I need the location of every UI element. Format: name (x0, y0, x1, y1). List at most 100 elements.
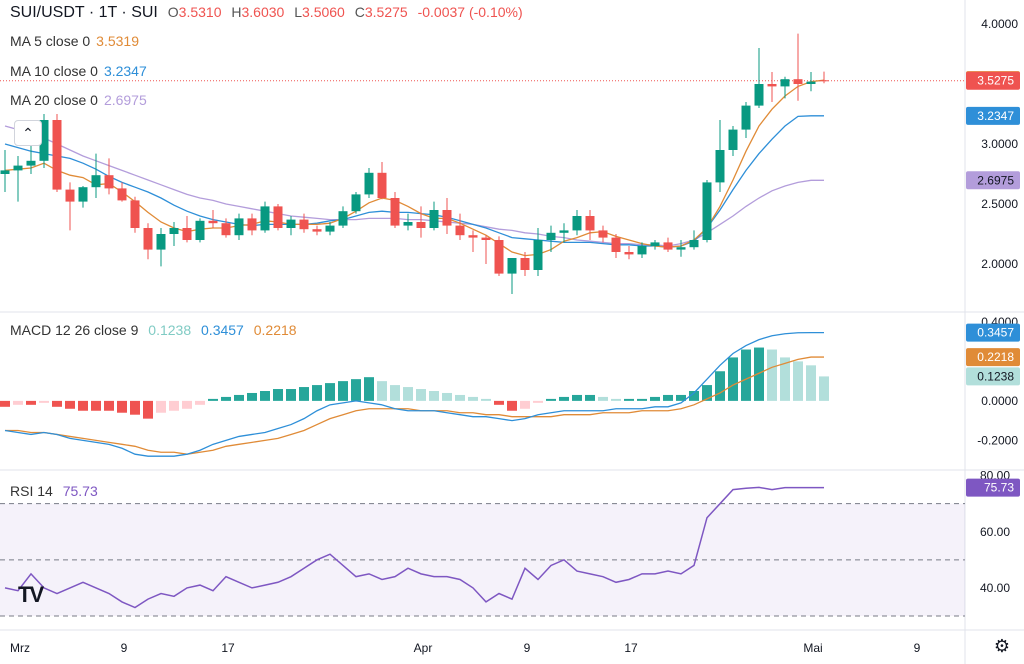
candle-down (481, 235, 491, 264)
candle-down (117, 182, 127, 202)
gear-icon[interactable]: ⚙ (993, 636, 1010, 656)
macd-histogram-bar (572, 394, 582, 401)
ma10-legend[interactable]: MA 10 close 0 3.2347 (10, 63, 153, 79)
macd-histogram-bar (702, 385, 712, 401)
candle-body (676, 247, 686, 250)
candle-body (130, 200, 140, 228)
rsi-tag: 75.73 (984, 481, 1014, 495)
candle-down (442, 198, 452, 234)
candle-up (338, 206, 348, 228)
macd-histogram-bar (494, 400, 504, 405)
candle-body (663, 242, 673, 250)
candle-up (13, 156, 23, 202)
candle-down (182, 216, 192, 243)
macd-histogram-bar (286, 389, 296, 401)
candle-up (559, 223, 569, 243)
macd-histogram-bar (598, 396, 608, 401)
macd-tag: 0.2218 (977, 350, 1014, 364)
candle-down (598, 225, 608, 243)
rsi-legend-label: RSI 14 (10, 483, 53, 499)
macd-histogram-bar (442, 392, 452, 401)
low-value: 3.5060 (302, 4, 345, 20)
candle-body (754, 84, 764, 106)
candle-body (247, 218, 257, 231)
macd-histogram-bar (728, 357, 738, 401)
rsi-legend[interactable]: RSI 14 75.73 (10, 483, 104, 499)
tradingview-logo[interactable]: TV (18, 582, 44, 607)
candle-up (533, 228, 543, 276)
macd-histogram-bar (351, 379, 361, 401)
time-tick-label: 9 (524, 641, 531, 655)
macd-histogram-bar (299, 387, 309, 401)
candle-body (286, 219, 296, 228)
candle-body (143, 228, 153, 250)
macd-histogram-bar (156, 400, 166, 413)
candle-body (52, 120, 62, 190)
candle-body (507, 258, 517, 274)
macd-histogram-bar (429, 391, 439, 401)
ma5-legend-value: 3.5319 (96, 33, 139, 49)
ma10-line (4, 115, 824, 248)
candle-body (234, 218, 244, 236)
macd-histogram-bar (637, 398, 647, 401)
candle-up (741, 102, 751, 138)
ma20-legend-label: MA 20 close 0 (10, 92, 98, 108)
time-axis[interactable]: Mrz 9 17 Apr 9 17 Mai 9 (10, 641, 921, 655)
candle-down (624, 246, 634, 260)
candle-body (559, 230, 569, 233)
candle-body (273, 206, 283, 228)
time-tick-label: Mrz (10, 641, 30, 655)
symbol-legend: SUI/USDT · 1T · SUI O3.5310 H3.6030 L3.5… (10, 4, 529, 22)
macd-histogram-bar (234, 394, 244, 401)
collapse-legend-button[interactable]: ⌃ (14, 120, 42, 146)
ma20-legend[interactable]: MA 20 close 0 2.6975 (10, 92, 153, 108)
ma5-legend[interactable]: MA 5 close 0 3.5319 (10, 33, 145, 49)
symbol-title[interactable]: SUI/USDT · 1T · SUI (10, 4, 158, 21)
candle-body (689, 240, 699, 248)
macd-histogram-bar (559, 396, 569, 401)
candle-up (507, 258, 517, 294)
macd-histogram-bar (364, 377, 374, 401)
candle-body (299, 219, 309, 230)
candle-up (78, 186, 88, 208)
macd-histogram-bar (546, 398, 556, 401)
macd-hist-value: 0.1238 (148, 322, 192, 338)
macd-histogram-bar (793, 361, 803, 401)
macd-histogram-bar (715, 371, 725, 401)
macd-tag: 0.3457 (977, 326, 1014, 340)
rsi-tag-bg (966, 478, 1020, 497)
candle-body (156, 234, 166, 250)
ma20-legend-value: 2.6975 (103, 92, 147, 108)
macd-histogram-bar (507, 400, 517, 411)
candle-body (780, 79, 790, 87)
price-tick-label: 2.5000 (981, 197, 1018, 211)
candle-up (806, 72, 816, 92)
ma5-legend-label: MA 5 close 0 (10, 33, 91, 49)
candlestick-series (0, 33, 829, 294)
open-value: 3.5310 (178, 4, 222, 20)
candle-up (26, 144, 36, 174)
macd-histogram-bar (208, 398, 218, 401)
candle-up (689, 230, 699, 250)
macd-legend[interactable]: MACD 12 26 close 9 0.1238 0.3457 0.2218 (10, 322, 303, 338)
macd-histogram-bar (91, 400, 101, 411)
candle-body (598, 230, 608, 238)
macd-histogram-bar (377, 381, 387, 401)
price-tick-label: 4.0000 (981, 17, 1018, 31)
candle-down (663, 237, 673, 252)
ma5-path (4, 79, 825, 257)
candle-down (312, 225, 322, 236)
candle-body (260, 206, 270, 231)
macd-tick-label: 0.0000 (981, 394, 1018, 408)
candle-up (754, 48, 764, 108)
candle-body (390, 198, 400, 226)
candle-body (195, 220, 205, 240)
macd-histogram-bar (455, 394, 465, 401)
macd-histogram-bar (78, 400, 88, 411)
candle-up (286, 216, 296, 236)
chevron-up-icon: ⌃ (22, 124, 34, 141)
candle-body (104, 175, 114, 189)
candle-body (169, 228, 179, 234)
